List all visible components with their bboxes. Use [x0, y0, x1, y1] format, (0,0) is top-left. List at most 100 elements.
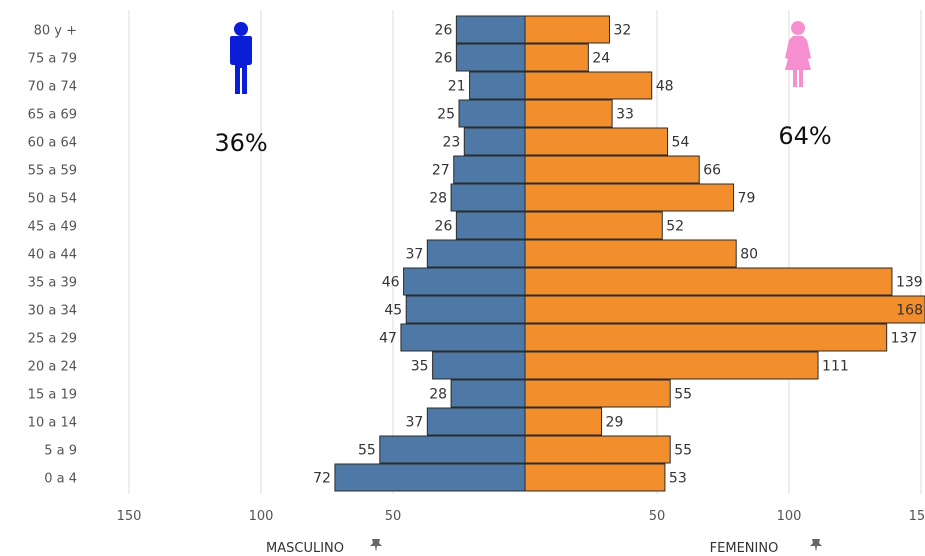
female-bar[interactable]: [524, 71, 653, 100]
male-value-label: 46: [382, 275, 400, 291]
male-bar[interactable]: [403, 267, 526, 296]
male-value-label: 55: [358, 443, 376, 459]
category-label: 0 a 4: [44, 472, 77, 487]
category-label: 5 a 9: [44, 444, 77, 459]
female-value-label: 55: [674, 443, 692, 459]
male-bar[interactable]: [469, 71, 526, 100]
male-bar[interactable]: [379, 435, 526, 464]
female-bar[interactable]: [524, 239, 737, 268]
male-person-icon: [230, 22, 252, 94]
female-bar[interactable]: [524, 183, 735, 212]
male-value-label: 37: [405, 247, 423, 263]
category-label: 25 a 29: [28, 332, 77, 347]
male-bar[interactable]: [455, 15, 526, 44]
male-value-label: 47: [379, 331, 397, 347]
male-bar[interactable]: [334, 463, 526, 492]
male-bar[interactable]: [400, 323, 526, 352]
x-tick-label: 50: [649, 509, 666, 524]
male-bar[interactable]: [426, 407, 526, 436]
category-label: 45 a 49: [28, 220, 77, 235]
male-value-label: 37: [405, 415, 423, 431]
female-value-label: 52: [666, 219, 684, 235]
female-bar[interactable]: [524, 127, 669, 156]
male-value-label: 27: [432, 163, 450, 179]
male-bar[interactable]: [455, 43, 526, 72]
x-tick-label: 100: [777, 509, 802, 524]
female-bar[interactable]: [524, 267, 893, 296]
category-label: 55 a 59: [28, 164, 77, 179]
male-value-label: 25: [437, 107, 455, 123]
male-bar[interactable]: [458, 99, 526, 128]
male-bar[interactable]: [463, 127, 526, 156]
category-label: 50 a 54: [28, 192, 77, 207]
male-percentage: 36%: [214, 129, 267, 157]
male-bar[interactable]: [426, 239, 526, 268]
male-bar[interactable]: [450, 379, 526, 408]
female-value-label: 32: [613, 23, 631, 39]
female-bar[interactable]: [524, 463, 666, 492]
female-axis-title: FEMENINO: [710, 541, 779, 556]
category-label: 75 a 79: [28, 52, 77, 67]
category-label: 60 a 64: [28, 136, 77, 151]
ticks-layer: 150 100 50 50 100 150: [117, 509, 925, 524]
x-tick-label: 100: [249, 509, 274, 524]
male-value-label: 28: [429, 191, 447, 207]
female-value-label: 29: [606, 415, 624, 431]
male-value-label: 35: [411, 359, 429, 375]
female-percentage: 64%: [778, 122, 831, 150]
female-value-label: 139: [896, 275, 923, 291]
female-bar[interactable]: [524, 99, 613, 128]
pin-icon[interactable]: [370, 539, 382, 552]
female-bar[interactable]: [524, 323, 888, 352]
male-bar[interactable]: [450, 183, 526, 212]
female-bar[interactable]: [524, 351, 819, 380]
male-bar[interactable]: [453, 155, 526, 184]
female-value-label: 79: [738, 191, 756, 207]
x-tick-label: 50: [385, 509, 402, 524]
female-value-label: 54: [672, 135, 690, 151]
male-value-label: 28: [429, 387, 447, 403]
male-bar[interactable]: [405, 295, 526, 324]
x-tick-label: 150: [117, 509, 142, 524]
category-label: 30 a 34: [28, 304, 77, 319]
male-value-label: 26: [435, 219, 453, 235]
category-label: 35 a 39: [28, 276, 77, 291]
category-label: 15 a 19: [28, 388, 77, 403]
labels-layer: 80 y + 26 32 75 a 79 26 24 70 a 74 21 48 65 a 69 2…: [28, 23, 923, 487]
male-bar[interactable]: [455, 211, 526, 240]
male-value-label: 21: [448, 79, 466, 95]
female-value-label: 66: [703, 163, 721, 179]
male-value-label: 72: [313, 471, 331, 487]
female-person-icon: [785, 21, 811, 87]
female-value-label: 53: [669, 471, 687, 487]
category-label: 20 a 24: [28, 360, 77, 375]
category-label: 40 a 44: [28, 248, 77, 263]
female-bar[interactable]: [524, 435, 671, 464]
category-label: 65 a 69: [28, 108, 77, 123]
female-bar[interactable]: [524, 155, 700, 184]
grid-layer: [128, 10, 922, 494]
male-value-label: 45: [384, 303, 402, 319]
male-axis-title: MASCULINO: [266, 541, 344, 556]
bars-layer: [334, 15, 925, 492]
female-bar[interactable]: [524, 15, 610, 44]
female-bar[interactable]: [524, 295, 925, 324]
category-label: 80 y +: [34, 24, 77, 39]
male-bar[interactable]: [432, 351, 526, 380]
female-value-label: 24: [592, 51, 610, 67]
female-value-label: 48: [656, 79, 674, 95]
female-value-label: 137: [891, 331, 918, 347]
male-value-label: 23: [442, 135, 460, 151]
female-value-label: 80: [740, 247, 758, 263]
female-value-label: 33: [616, 107, 634, 123]
pin-icon[interactable]: [810, 539, 822, 552]
female-bar[interactable]: [524, 43, 589, 72]
female-bar[interactable]: [524, 407, 603, 436]
male-value-label: 26: [435, 23, 453, 39]
female-bar[interactable]: [524, 379, 671, 408]
female-bar[interactable]: [524, 211, 663, 240]
female-value-label: 111: [822, 359, 849, 375]
female-value-label: 55: [674, 387, 692, 403]
category-label: 10 a 14: [28, 416, 77, 431]
